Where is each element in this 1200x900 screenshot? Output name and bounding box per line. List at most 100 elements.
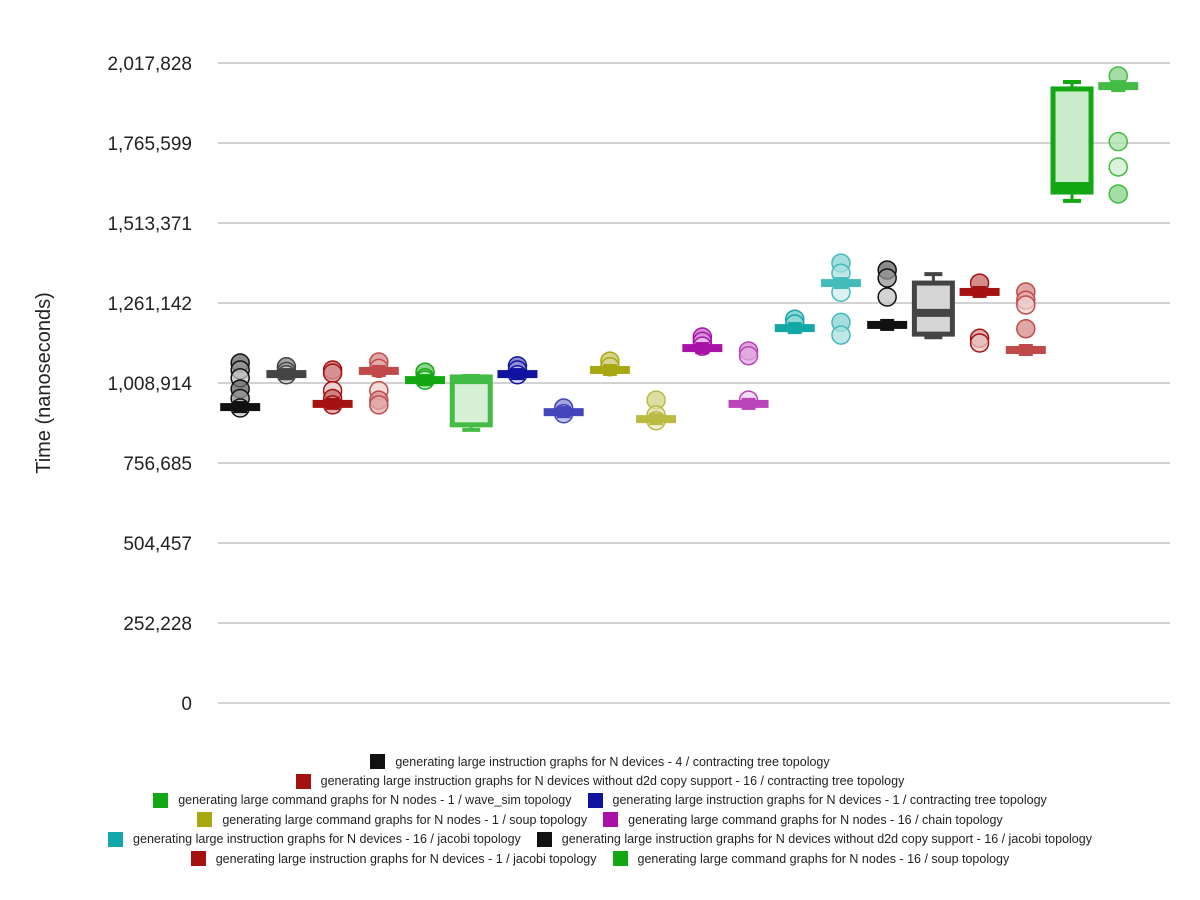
chart-plot: 0 252,228 504,457 756,685 1,008,914 1,261,142… [33, 54, 1170, 715]
y-tick-label: 2,017,828 [107, 54, 192, 75]
series-4-group-1 [636, 390, 677, 431]
legend-swatch [190, 851, 206, 867]
data-point [969, 333, 990, 353]
legend-swatch [536, 831, 552, 847]
y-tick-label: 1,765,599 [107, 134, 192, 155]
median-center [556, 406, 571, 419]
data-point [322, 363, 343, 383]
median-center [418, 374, 433, 387]
series-0-group-0 [220, 353, 261, 418]
median-center [880, 318, 895, 331]
legend-item[interactable]: generating large instruction graphs for … [536, 831, 1092, 847]
legend-row: generating large instruction graphs for … [0, 752, 1200, 771]
legend-swatch [295, 773, 311, 789]
series-5-group-1 [728, 341, 769, 410]
series-3-group-1 [543, 398, 584, 424]
median-center [602, 363, 617, 376]
data-point [831, 325, 851, 345]
y-tick-label: 1,513,371 [107, 214, 192, 235]
legend-item[interactable]: generating large command graphs for N no… [197, 812, 588, 828]
series-7-group-1 [911, 272, 955, 340]
legend-swatch [153, 792, 169, 808]
legend-row: generating large command graphs for N no… [0, 791, 1200, 810]
median-bar [914, 308, 953, 317]
box [911, 280, 955, 337]
median-center [510, 368, 525, 381]
legend-item[interactable]: generating large instruction graphs for … [108, 831, 521, 847]
series-3-group-0 [497, 356, 538, 385]
series-7-group-0 [867, 260, 908, 331]
legend-row: generating large instruction graphs for … [0, 849, 1200, 868]
legend-item[interactable]: generating large command graphs for N no… [603, 812, 1003, 828]
median-center [1111, 80, 1126, 93]
series-1-group-0 [312, 360, 353, 415]
data-point [877, 268, 897, 288]
y-tick-label: 1,261,142 [107, 294, 192, 315]
y-axis-title: Time (nanoseconds) [33, 292, 55, 474]
median-center [833, 277, 848, 290]
y-tick-label: 1,008,914 [107, 374, 192, 395]
legend-item[interactable]: generating large instruction graphs for … [295, 773, 905, 789]
legend-row: generating large instruction graphs for … [0, 830, 1200, 849]
series-0-group-1 [266, 357, 307, 385]
median-center [233, 401, 248, 414]
legend-label: generating large instruction graphs for … [561, 832, 1092, 847]
legend-swatch [108, 831, 124, 847]
box [1050, 86, 1094, 195]
series-6-group-0 [774, 309, 815, 335]
series-2-group-0 [405, 362, 446, 390]
series-8-group-1 [1005, 282, 1046, 356]
legend-swatch [603, 812, 619, 828]
legend-label: generating large instruction graphs for … [612, 793, 1047, 808]
data-point [1108, 184, 1128, 204]
median-center [649, 413, 664, 426]
legend-row: generating large command graphs for N no… [0, 810, 1200, 829]
data-point [1108, 157, 1128, 177]
legend-item[interactable]: generating large instruction graphs for … [370, 754, 830, 770]
legend-swatch [370, 754, 386, 770]
median-center [741, 397, 756, 410]
data-point [738, 345, 759, 366]
data-point [369, 395, 389, 415]
legend-label: generating large command graphs for N no… [222, 812, 588, 827]
series-2-group-1 [449, 373, 493, 432]
median-bar [452, 376, 491, 385]
y-tick-label: 756,685 [123, 454, 192, 475]
legend-item[interactable]: generating large instruction graphs for … [587, 792, 1047, 808]
series-1-group-1 [358, 352, 399, 415]
median-center [695, 342, 710, 355]
median-center [787, 322, 802, 335]
series-6-group-1 [820, 253, 861, 345]
y-tick-label: 0 [181, 694, 192, 715]
data-point [1016, 295, 1036, 315]
median-center [279, 368, 294, 381]
legend-label: generating large instruction graphs for … [320, 774, 905, 789]
legend-swatch [612, 851, 628, 867]
legend: generating large instruction graphs for … [0, 752, 1200, 868]
median-center [325, 397, 340, 410]
legend-label: generating large command graphs for N no… [178, 793, 572, 808]
legend-item[interactable]: generating large instruction graphs for … [190, 851, 597, 867]
y-tick-label: 504,457 [123, 534, 192, 555]
legend-row: generating large instruction graphs for … [0, 771, 1200, 790]
legend-item[interactable]: generating large command graphs for N no… [153, 792, 572, 808]
series-4-group-0 [589, 351, 630, 377]
median-center [972, 285, 987, 298]
median-center [1018, 343, 1033, 356]
data-point [1108, 131, 1128, 152]
legend-label: generating large instruction graphs for … [395, 754, 830, 769]
data-point [1016, 318, 1036, 339]
series-8-group-0 [959, 273, 1000, 353]
gridlines [218, 62, 1170, 704]
y-axis-ticks: 0 252,228 504,457 756,685 1,008,914 1,261,142… [107, 54, 192, 715]
series-9-group-0 [1050, 79, 1094, 203]
y-tick-label: 252,228 [123, 614, 192, 635]
legend-swatch [587, 792, 603, 808]
median-bar [1053, 182, 1092, 191]
legend-label: generating large command graphs for N no… [637, 851, 1010, 866]
legend-swatch [197, 812, 213, 828]
legend-item[interactable]: generating large command graphs for N no… [612, 851, 1010, 867]
series-9-group-1 [1098, 66, 1139, 204]
chart-marks [220, 66, 1139, 432]
legend-label: generating large instruction graphs for … [133, 832, 521, 847]
